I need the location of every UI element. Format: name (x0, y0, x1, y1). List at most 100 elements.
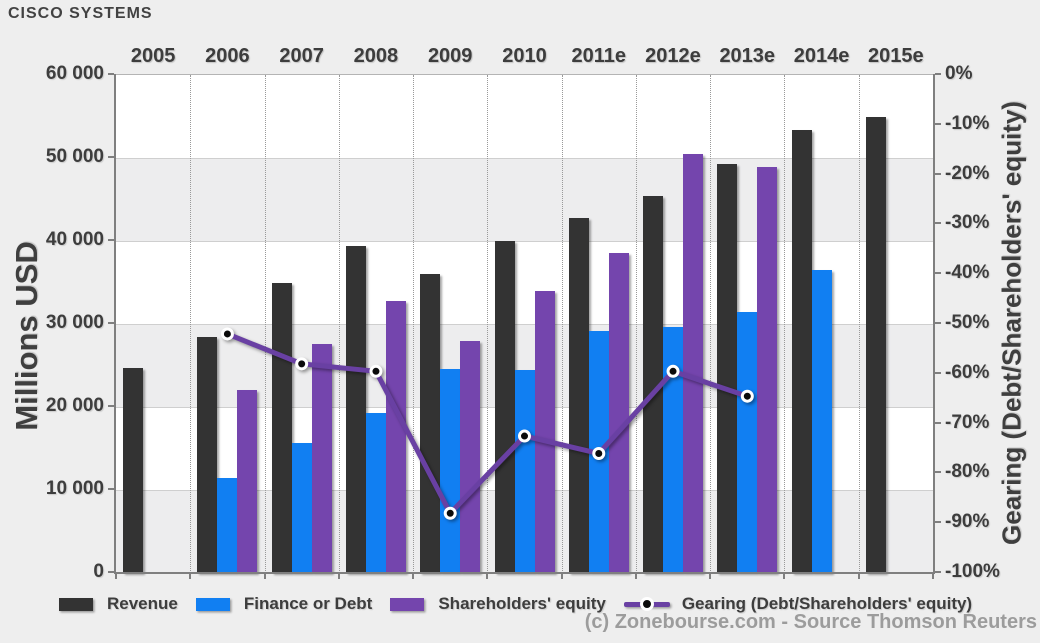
legend-label: Revenue (107, 594, 178, 613)
right-tick-mark (935, 371, 941, 374)
right-tick-mark (935, 122, 941, 125)
legend-label: Shareholders' equity (438, 594, 606, 613)
gridline-vertical-dotted (338, 75, 340, 573)
left-tick-label: 0 (93, 561, 104, 582)
year-label: 2015e (867, 45, 924, 67)
gearing-line-swatch (623, 597, 670, 611)
gearing-line-layer (220, 327, 754, 520)
right-tick-label: -30% (945, 212, 990, 234)
revenue-bar (568, 217, 589, 573)
finance-or-debt-bar (514, 369, 535, 573)
revenue-swatch (59, 597, 93, 611)
shareholders-equity-bar (757, 167, 778, 573)
revenue-bar (494, 241, 515, 573)
revenue-bar (791, 129, 812, 573)
year-label: 2005 (130, 45, 176, 67)
gridline-horizontal (116, 241, 933, 242)
gearing-data-point (592, 446, 606, 460)
right-tick-label: -20% (945, 162, 990, 184)
right-tick-mark (935, 571, 941, 573)
shareholders-equity-bar (460, 340, 481, 573)
revenue-bar (717, 163, 738, 573)
gearing-line-dot (639, 597, 654, 611)
bottom-tick-mark (115, 574, 117, 579)
gearing-line (226, 331, 749, 518)
bottom-tick-mark (412, 574, 415, 579)
right-tick-label: -60% (945, 361, 990, 383)
right-tick-label: -100% (945, 561, 1000, 582)
bottom-tick-mark (709, 574, 712, 579)
right-axis-title: Gearing (Debt/Shareholders' equity) (996, 101, 1027, 545)
right-tick-label: -40% (945, 262, 990, 284)
bottom-tick-mark (783, 574, 786, 579)
gridline-vertical-dotted (635, 75, 637, 573)
gridline-horizontal (116, 324, 933, 325)
shareholders-equity-bar (385, 300, 406, 573)
right-tick-mark (935, 272, 941, 275)
left-axis-spine (114, 74, 116, 574)
shareholders-equity-swatch (390, 597, 425, 611)
right-tick-mark (935, 471, 941, 474)
legend-item: Finance or Debt (195, 594, 373, 614)
right-tick-label: -80% (945, 461, 990, 483)
x-axis-year-labels: 2005 2006 2007 2008 2009 2010 2011e 2012e 2013e 2… (116, 42, 933, 70)
gridline-vertical-dotted (710, 75, 712, 573)
revenue-bar (420, 274, 441, 573)
legend-label: Gearing (Debt/Shareholders' equity) (681, 594, 973, 613)
bottom-tick-mark (263, 574, 266, 579)
plot-area (116, 74, 933, 573)
left-tick-mark (108, 73, 114, 75)
finance-or-debt-bar (663, 326, 684, 573)
gearing-data-point (740, 389, 754, 403)
year-label: 2011e (571, 45, 626, 67)
shareholders-equity-bar (534, 290, 555, 573)
bottom-tick-mark (560, 574, 563, 579)
legend-item: Gearing (Debt/Shareholders' equity) (623, 594, 973, 614)
left-tick-label: 30 000 (45, 312, 104, 333)
shareholders-equity-bar (311, 343, 332, 573)
source-credit: (c) Zonebourse.com - Source Thomson Reut… (584, 611, 1037, 633)
year-label: 2009 (427, 45, 473, 67)
year-label: 2006 (205, 45, 250, 67)
year-label: 2014e (793, 45, 850, 67)
gridline-vertical-dotted (784, 75, 786, 573)
gridline-horizontal (116, 158, 933, 159)
finance-or-debt-swatch (195, 597, 230, 611)
revenue-bar (865, 116, 886, 573)
bottom-tick-mark (486, 574, 489, 579)
legend-item: Revenue (59, 594, 178, 614)
gearing-data-point (666, 364, 680, 378)
left-tick-mark (108, 405, 114, 407)
left-tick-mark (108, 322, 114, 324)
chart-title: CISCO SYSTEMS (8, 5, 153, 22)
year-label: 2013e (719, 45, 776, 67)
left-tick-label: 20 000 (45, 395, 104, 416)
left-tick-label: 60 000 (45, 63, 104, 84)
revenue-bar (345, 245, 366, 573)
right-tick-label: 0% (945, 63, 973, 84)
left-axis-title: Millions USD (9, 241, 44, 431)
finance-or-debt-bar (440, 368, 461, 573)
bottom-tick-mark (189, 574, 192, 579)
finance-or-debt-bar (365, 412, 386, 573)
left-tick-label: 10 000 (45, 478, 104, 499)
left-tick-mark (108, 488, 114, 490)
right-tick-mark (935, 521, 941, 524)
legend-label: Finance or Debt (243, 594, 373, 613)
gridline-vertical-dotted (561, 75, 563, 573)
gearing-data-point (220, 327, 234, 341)
left-tick-mark (108, 571, 114, 573)
bottom-tick-mark (634, 574, 637, 579)
bottom-tick-mark (857, 574, 860, 579)
gridline-vertical-dotted (264, 75, 266, 573)
left-tick-mark (108, 156, 114, 158)
left-tick-label: 50 000 (45, 146, 104, 167)
left-tick-label: 40 000 (45, 229, 104, 250)
revenue-bar (123, 368, 144, 573)
revenue-bar (643, 196, 664, 573)
right-tick-label: -50% (945, 312, 990, 333)
year-label: 2007 (279, 45, 324, 67)
shareholders-equity-bar (237, 390, 258, 573)
right-axis-spine (933, 74, 935, 574)
